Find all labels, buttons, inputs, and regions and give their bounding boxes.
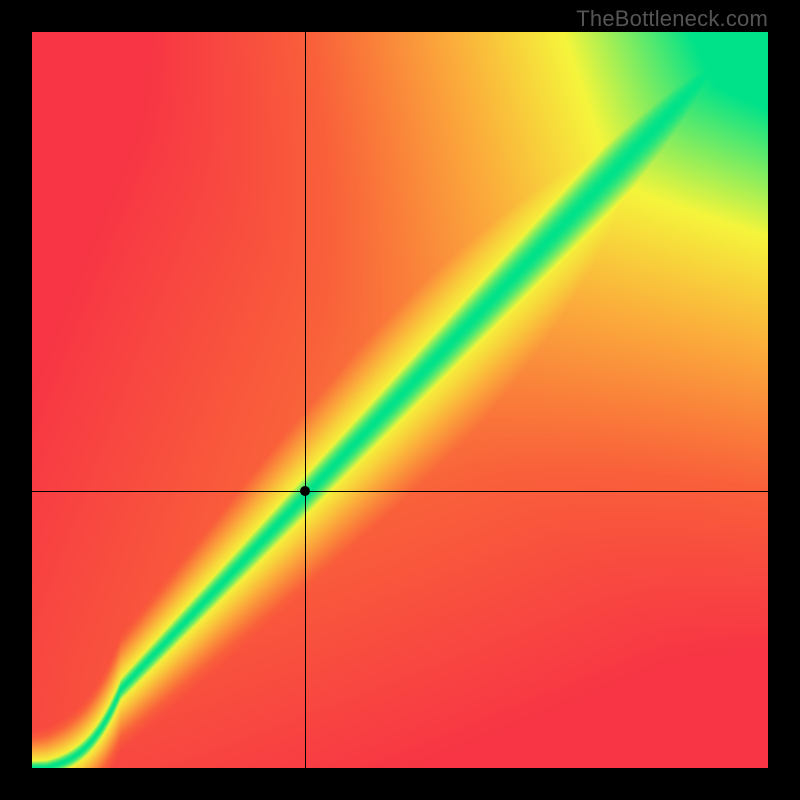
heatmap-canvas — [32, 32, 768, 768]
chart-outer: TheBottleneck.com — [0, 0, 800, 800]
crosshair-marker — [300, 486, 310, 496]
watermark-text: TheBottleneck.com — [576, 6, 768, 32]
crosshair-horizontal — [32, 491, 768, 492]
plot-area — [32, 32, 768, 768]
crosshair-vertical — [305, 32, 306, 768]
